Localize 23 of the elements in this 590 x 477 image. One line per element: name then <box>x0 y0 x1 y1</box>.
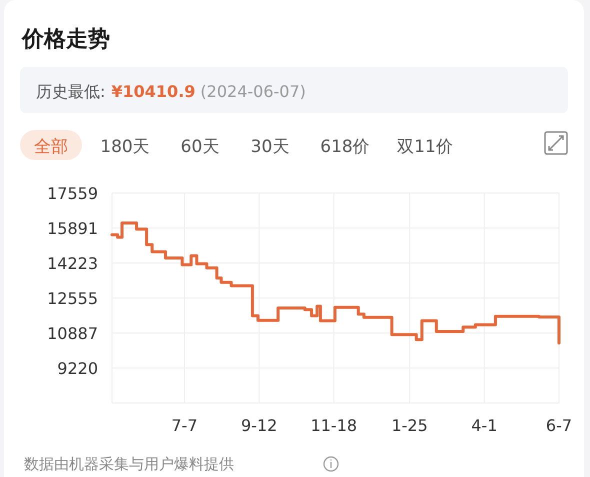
y-tick-label: 14223 <box>47 254 98 274</box>
x-tick-label: 7-7 <box>171 416 198 435</box>
x-tick-label: 4-1 <box>471 416 498 435</box>
text: 双11价 <box>397 137 453 157</box>
text: ¥10410.9 <box>111 82 196 101</box>
x-tick-label: 6-7 <box>546 416 572 435</box>
y-tick-label: 10887 <box>47 324 98 344</box>
x-tick-label: 1-25 <box>391 416 428 435</box>
y-tick-label: 17559 <box>47 184 98 203</box>
text: 180天 <box>100 137 150 157</box>
text: (2024-06-07) <box>200 82 306 101</box>
y-tick-label: 15891 <box>47 219 98 238</box>
x-tick-label: 9-12 <box>240 416 278 435</box>
text: 618价 <box>320 137 370 157</box>
text: 全部 <box>34 137 68 157</box>
chart-title: 价格走势 <box>21 27 110 52</box>
x-tick-label: 11-18 <box>310 416 358 435</box>
text: 30天 <box>250 137 290 157</box>
y-tick-label: 12555 <box>47 289 98 308</box>
text: 历史最低: <box>36 82 106 101</box>
text: 60天 <box>180 137 220 157</box>
text: 数据由机器采集与用户爆料提供 <box>24 455 234 473</box>
y-tick-label: 9220 <box>57 358 98 378</box>
